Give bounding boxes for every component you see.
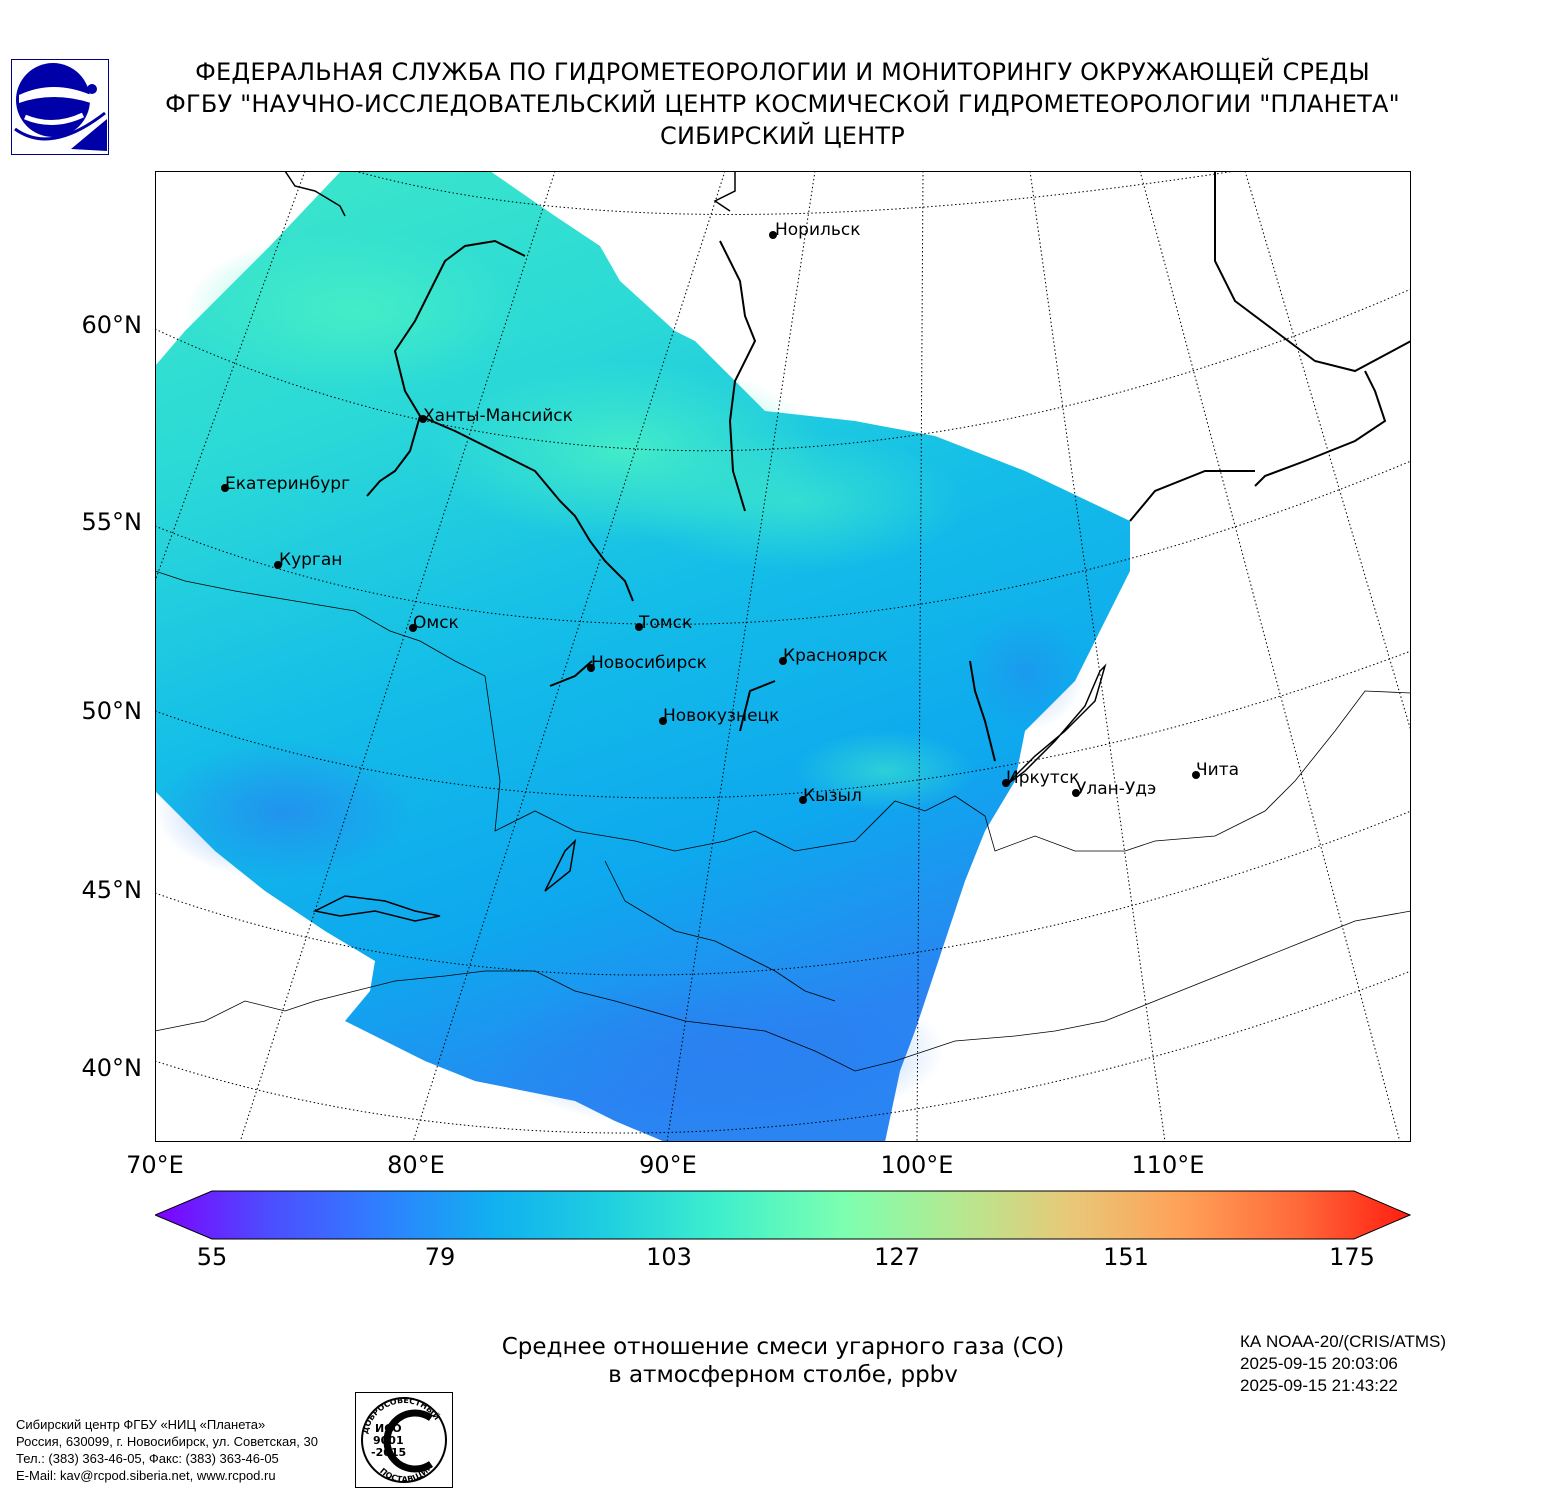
svg-text:-2015: -2015 bbox=[371, 1446, 406, 1459]
satellite-time-end: 2025-09-15 21:43:22 bbox=[1240, 1376, 1398, 1395]
city-markers: Норильск Ханты-Мансийск Екатеринбург Кур… bbox=[221, 220, 1239, 806]
colorbar-tick-79: 79 bbox=[424, 1243, 456, 1271]
colorbar-tick-175: 175 bbox=[1329, 1243, 1375, 1271]
footer-line-1: Сибирский центр ФГБУ «НИЦ «Планета» bbox=[16, 1417, 266, 1432]
city-norilsk: Норильск bbox=[775, 220, 861, 240]
city-kurgan: Курган bbox=[279, 550, 342, 570]
header-line-3: СИБИРСКИЙ ЦЕНТР bbox=[660, 122, 905, 150]
lat-label-40: 40°N bbox=[81, 1054, 143, 1082]
colorbar-tick-151: 151 bbox=[1103, 1243, 1149, 1271]
city-irkutsk: Иркутск bbox=[1006, 768, 1079, 788]
city-omsk: Омск bbox=[413, 613, 459, 633]
lat-label-50: 50°N bbox=[81, 697, 143, 725]
footer-contacts: Сибирский центр ФГБУ «НИЦ «Планета» Росс… bbox=[16, 1416, 318, 1484]
satellite-info: КА NOAA-20/(CRIS/ATMS) 2025-09-15 20:03:… bbox=[1240, 1331, 1446, 1397]
lon-label-90: 90°E bbox=[639, 1151, 697, 1179]
colorbar-tick-55: 55 bbox=[196, 1243, 228, 1271]
city-novokuznetsk: Новокузнецк bbox=[663, 706, 779, 726]
map-svg: Норильск Ханты-Мансийск Екатеринбург Кур… bbox=[155, 171, 1411, 1142]
satellite-name: КА NOAA-20/(CRIS/ATMS) bbox=[1240, 1332, 1447, 1351]
lat-label-55: 55°N bbox=[81, 508, 143, 536]
header-line-1: ФЕДЕРАЛЬНАЯ СЛУЖБА ПО ГИДРОМЕТЕОРОЛОГИИ … bbox=[195, 58, 1370, 86]
city-chita: Чита bbox=[1196, 760, 1239, 780]
city-novosibirsk: Новосибирск bbox=[591, 653, 707, 673]
city-khanty-mansiysk: Ханты-Мансийск bbox=[423, 406, 573, 426]
city-kyzyl: Кызыл bbox=[803, 786, 862, 806]
lon-label-70: 70°E bbox=[126, 1151, 184, 1179]
colorbar-tick-127: 127 bbox=[874, 1243, 920, 1271]
lon-label-110: 110°E bbox=[1131, 1151, 1205, 1179]
co-swath bbox=[155, 171, 1130, 1142]
city-tomsk: Томск bbox=[638, 613, 692, 633]
iso-stamp: ДОБРОСОВЕСТНЫЙ ПОСТАВЩИК ИСО 9001 -2015 bbox=[355, 1392, 453, 1488]
colorbar-tick-103: 103 bbox=[646, 1243, 692, 1271]
footer-line-3: Тел.: (383) 363-46-05, Факс: (383) 363-4… bbox=[16, 1451, 279, 1466]
planeta-logo bbox=[11, 59, 109, 155]
city-ulan-ude: Улан-Удэ bbox=[1076, 779, 1156, 799]
lat-label-45: 45°N bbox=[81, 876, 143, 904]
svg-text:ИСО: ИСО bbox=[375, 1422, 402, 1435]
footer-line-4: E-Mail: kav@rcpod.siberia.net, www.rcpod… bbox=[16, 1468, 276, 1483]
map-panel: Норильск Ханты-Мансийск Екатеринбург Кур… bbox=[155, 171, 1411, 1142]
colorbar bbox=[153, 1190, 1412, 1240]
city-yekaterinburg: Екатеринбург bbox=[225, 474, 350, 494]
satellite-time-start: 2025-09-15 20:03:06 bbox=[1240, 1354, 1398, 1373]
svg-text:9001: 9001 bbox=[373, 1434, 404, 1447]
caption-line-2: в атмосферном столбе, ppbv bbox=[608, 1362, 958, 1388]
city-krasnoyarsk: Красноярск bbox=[783, 646, 888, 666]
lon-label-100: 100°E bbox=[880, 1151, 954, 1179]
header-line-2: ФГБУ "НАУЧНО-ИССЛЕДОВАТЕЛЬСКИЙ ЦЕНТР КОС… bbox=[165, 90, 1400, 118]
footer-line-2: Россия, 630099, г. Новосибирск, ул. Сове… bbox=[16, 1434, 318, 1449]
caption-line-1: Среднее отношение смеси угарного газа (C… bbox=[501, 1334, 1065, 1360]
lon-label-80: 80°E bbox=[387, 1151, 445, 1179]
lat-label-60: 60°N bbox=[81, 311, 143, 339]
